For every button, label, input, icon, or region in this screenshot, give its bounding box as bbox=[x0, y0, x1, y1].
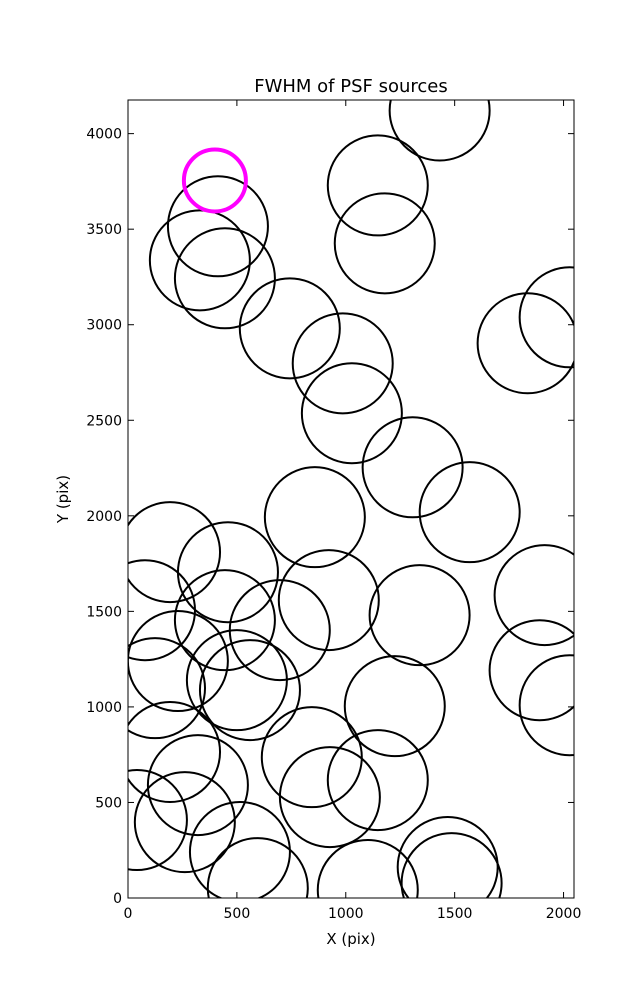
point bbox=[188, 800, 291, 898]
point bbox=[133, 771, 236, 874]
point bbox=[488, 619, 574, 722]
x-tick-label: 1000 bbox=[328, 906, 364, 922]
x-tick-label: 2000 bbox=[546, 906, 582, 922]
point bbox=[343, 655, 446, 758]
point bbox=[396, 816, 499, 898]
point bbox=[128, 559, 196, 662]
plot-area bbox=[128, 100, 574, 898]
point bbox=[260, 706, 363, 809]
point bbox=[173, 227, 276, 330]
point bbox=[128, 637, 206, 740]
x-axis-label: X (pix) bbox=[326, 930, 375, 948]
point bbox=[518, 266, 574, 369]
point bbox=[326, 134, 429, 237]
y-axis-label: Y (pix) bbox=[54, 475, 72, 524]
y-tick-label: 2000 bbox=[86, 509, 122, 525]
point bbox=[476, 292, 574, 395]
highlight-point bbox=[181, 147, 248, 214]
y-tick-label: 4000 bbox=[86, 127, 122, 143]
point bbox=[238, 277, 341, 380]
x-tick-label: 500 bbox=[224, 906, 251, 922]
point bbox=[361, 416, 464, 519]
point bbox=[518, 654, 574, 757]
point bbox=[128, 610, 229, 713]
point bbox=[206, 837, 309, 898]
point bbox=[185, 629, 288, 732]
point bbox=[388, 100, 491, 162]
point bbox=[166, 175, 269, 278]
plot-frame bbox=[127, 99, 575, 899]
point bbox=[418, 461, 521, 564]
y-tick-label: 3000 bbox=[86, 318, 122, 334]
point bbox=[316, 838, 419, 898]
y-tick-label: 1000 bbox=[86, 700, 122, 716]
point bbox=[176, 521, 279, 624]
point bbox=[277, 549, 380, 652]
point bbox=[173, 569, 276, 672]
y-tick-label: 1500 bbox=[86, 604, 122, 620]
point bbox=[368, 564, 471, 667]
point bbox=[278, 746, 381, 849]
x-tick-label: 1500 bbox=[437, 906, 473, 922]
point bbox=[400, 832, 503, 898]
point bbox=[146, 734, 249, 837]
point bbox=[148, 209, 251, 312]
point bbox=[263, 466, 366, 569]
point bbox=[333, 192, 436, 295]
point bbox=[300, 362, 403, 465]
y-tick-label: 500 bbox=[95, 795, 122, 811]
y-tick-label: 2500 bbox=[86, 413, 122, 429]
chart-title: FWHM of PSF sources bbox=[254, 76, 448, 97]
point bbox=[326, 729, 429, 832]
point bbox=[128, 769, 188, 872]
point bbox=[493, 544, 574, 647]
y-tick-label: 3500 bbox=[86, 222, 122, 238]
point bbox=[128, 701, 222, 803]
point bbox=[291, 312, 394, 415]
x-tick-label: 0 bbox=[124, 906, 133, 922]
point bbox=[128, 501, 222, 604]
point bbox=[198, 639, 301, 742]
y-tick-label: 0 bbox=[113, 891, 122, 907]
